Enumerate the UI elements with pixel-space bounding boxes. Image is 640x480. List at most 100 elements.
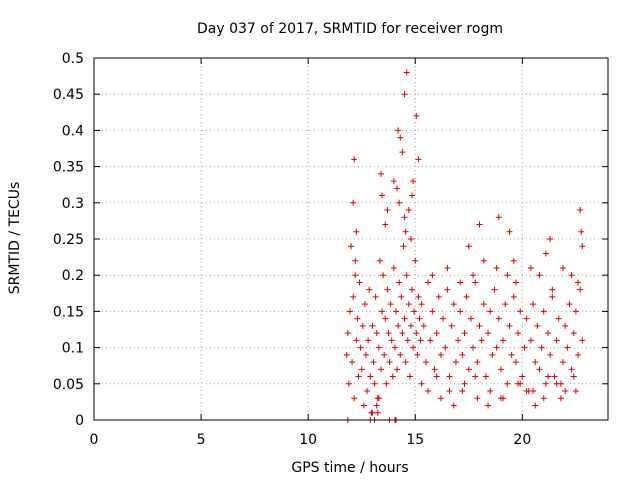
data-point: [412, 257, 419, 264]
data-point: [474, 359, 481, 366]
data-point: [366, 286, 373, 293]
data-point: [495, 214, 502, 221]
data-point: [540, 308, 547, 315]
data-point: [344, 330, 351, 337]
data-point: [450, 301, 457, 308]
data-point: [429, 308, 436, 315]
data-point: [433, 373, 440, 380]
data-point: [538, 344, 545, 351]
data-point: [388, 337, 395, 344]
data-point: [401, 91, 408, 98]
data-point: [570, 330, 577, 337]
data-point: [346, 308, 353, 315]
data-point: [504, 380, 511, 387]
data-point: [476, 221, 483, 228]
data-point: [399, 330, 406, 337]
data-point: [365, 337, 372, 344]
data-point: [394, 366, 401, 373]
data-point: [394, 185, 401, 192]
data-point: [557, 380, 564, 387]
y-tick-label: 0.1: [62, 341, 84, 357]
data-point: [521, 344, 528, 351]
data-point: [536, 272, 543, 279]
data-point: [547, 351, 554, 358]
data-point: [429, 272, 436, 279]
data-point: [547, 236, 554, 242]
y-tick-label: 0.45: [53, 87, 84, 103]
data-point: [480, 257, 487, 264]
data-point: [527, 337, 534, 344]
data-point: [575, 279, 582, 286]
data-point: [568, 366, 575, 373]
data-point: [390, 178, 397, 185]
data-point: [410, 178, 417, 185]
data-point: [510, 257, 517, 264]
data-point: [400, 243, 407, 250]
data-point: [395, 127, 402, 134]
data-point: [403, 272, 410, 279]
y-tick-label: 0.35: [53, 160, 84, 176]
x-axis-label: GPS time / hours: [291, 460, 408, 476]
x-tick-label: 5: [197, 432, 206, 448]
data-point: [351, 156, 358, 163]
data-point: [553, 337, 560, 344]
data-point: [433, 330, 440, 337]
data-point: [450, 402, 457, 409]
data-point: [572, 388, 579, 395]
data-point: [410, 344, 417, 351]
data-point: [446, 373, 453, 380]
data-point: [389, 373, 396, 380]
data-point: [343, 351, 350, 358]
data-point: [455, 337, 462, 344]
data-point: [512, 359, 519, 366]
data-point: [418, 380, 425, 387]
data-point: [353, 228, 360, 235]
y-tick-label: 0.3: [62, 196, 84, 212]
data-point: [427, 337, 434, 344]
data-point: [575, 351, 582, 358]
data-point: [566, 301, 573, 308]
data-point: [472, 279, 479, 286]
data-point: [472, 373, 479, 380]
data-point: [359, 322, 366, 329]
data-point: [572, 308, 579, 315]
y-tick-label: 0: [75, 413, 84, 429]
data-point: [396, 279, 403, 286]
data-point: [465, 243, 472, 250]
data-point: [487, 308, 494, 315]
data-point: [489, 351, 496, 358]
data-point: [463, 293, 470, 300]
data-point: [380, 272, 387, 279]
data-point: [411, 308, 418, 315]
data-point: [437, 395, 444, 402]
data-point: [452, 359, 459, 366]
data-point: [355, 373, 362, 380]
data-point: [540, 395, 547, 402]
data-point: [372, 293, 379, 300]
data-point: [491, 286, 498, 293]
y-tick-label: 0.15: [53, 304, 84, 320]
data-points-layer: [343, 69, 586, 423]
tick-labels-layer: 0 0.05 0.1 0.15 0.2 0.25 0.3 0.35 0.4 0.45 0.5 0 5 10…: [53, 51, 531, 448]
data-point: [480, 301, 487, 308]
data-point: [425, 388, 432, 395]
data-point: [407, 236, 414, 242]
data-point: [373, 402, 380, 409]
data-point: [350, 293, 357, 300]
data-point: [497, 366, 504, 373]
y-tick-label: 0.4: [62, 123, 84, 139]
data-point: [425, 279, 432, 286]
data-point: [367, 373, 374, 380]
data-point: [345, 380, 352, 387]
data-point: [495, 315, 502, 322]
data-point: [517, 380, 524, 387]
data-point: [545, 373, 552, 380]
data-point: [562, 322, 569, 329]
data-point: [375, 344, 382, 351]
data-point: [413, 112, 420, 119]
data-point: [557, 395, 564, 402]
data-point: [371, 380, 378, 387]
data-point: [534, 322, 541, 329]
data-point: [578, 228, 585, 235]
